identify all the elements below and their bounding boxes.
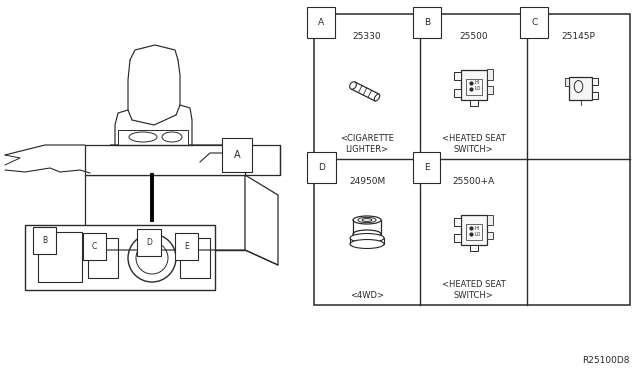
Ellipse shape: [353, 230, 381, 238]
Text: 25500: 25500: [459, 32, 488, 41]
Ellipse shape: [350, 234, 384, 243]
Text: 25500+A: 25500+A: [452, 177, 495, 186]
Text: E: E: [184, 242, 189, 251]
Ellipse shape: [374, 94, 380, 101]
Text: HI: HI: [474, 225, 480, 231]
Polygon shape: [85, 145, 245, 175]
Text: <HEATED SEAT
SWITCH>: <HEATED SEAT SWITCH>: [442, 134, 506, 154]
Polygon shape: [110, 175, 245, 250]
Ellipse shape: [350, 240, 384, 248]
Bar: [465, 224, 481, 240]
Bar: [486, 86, 493, 93]
Text: A: A: [234, 150, 241, 160]
Bar: [565, 78, 570, 86]
Bar: [591, 78, 598, 85]
Polygon shape: [88, 238, 118, 278]
Text: E: E: [424, 163, 429, 172]
Ellipse shape: [362, 219, 372, 221]
Text: C: C: [531, 18, 537, 27]
Polygon shape: [25, 225, 215, 290]
Polygon shape: [245, 175, 278, 265]
Text: 25330: 25330: [353, 32, 381, 41]
Bar: [486, 231, 493, 239]
Text: LO: LO: [474, 86, 481, 91]
Text: A: A: [318, 18, 324, 27]
Bar: [470, 99, 477, 106]
Text: D: D: [318, 163, 325, 172]
Polygon shape: [118, 130, 188, 145]
Ellipse shape: [349, 82, 356, 89]
Bar: [461, 70, 486, 99]
Text: C: C: [92, 242, 97, 251]
Text: 25145P: 25145P: [561, 32, 595, 41]
Ellipse shape: [353, 216, 381, 224]
Text: HI: HI: [474, 80, 480, 85]
Text: <4WD>: <4WD>: [350, 291, 384, 300]
Bar: [454, 89, 461, 97]
Text: D: D: [146, 238, 152, 247]
Bar: [454, 234, 461, 243]
Text: <CIGARETTE
LIGHTER>: <CIGARETTE LIGHTER>: [340, 134, 394, 154]
Text: 24950M: 24950M: [349, 177, 385, 186]
Circle shape: [136, 242, 168, 274]
Bar: [570, 77, 591, 100]
Polygon shape: [85, 175, 245, 250]
Bar: [454, 72, 461, 80]
Bar: [486, 215, 493, 225]
Polygon shape: [245, 145, 280, 175]
Bar: [486, 69, 493, 80]
Polygon shape: [180, 238, 210, 278]
Bar: [461, 215, 486, 245]
Text: R25100D8: R25100D8: [582, 356, 630, 365]
Text: LO: LO: [474, 231, 481, 237]
Polygon shape: [110, 145, 280, 175]
Bar: [465, 78, 481, 94]
Bar: [314, 14, 630, 305]
Ellipse shape: [129, 132, 157, 142]
Text: B: B: [42, 236, 47, 245]
Text: B: B: [424, 18, 430, 27]
Ellipse shape: [358, 217, 376, 222]
Bar: [454, 218, 461, 225]
Polygon shape: [38, 232, 82, 282]
Text: <HEATED SEAT
SWITCH>: <HEATED SEAT SWITCH>: [442, 280, 506, 300]
Circle shape: [128, 234, 176, 282]
Ellipse shape: [162, 132, 182, 142]
Bar: [470, 245, 477, 251]
Bar: [591, 92, 598, 99]
